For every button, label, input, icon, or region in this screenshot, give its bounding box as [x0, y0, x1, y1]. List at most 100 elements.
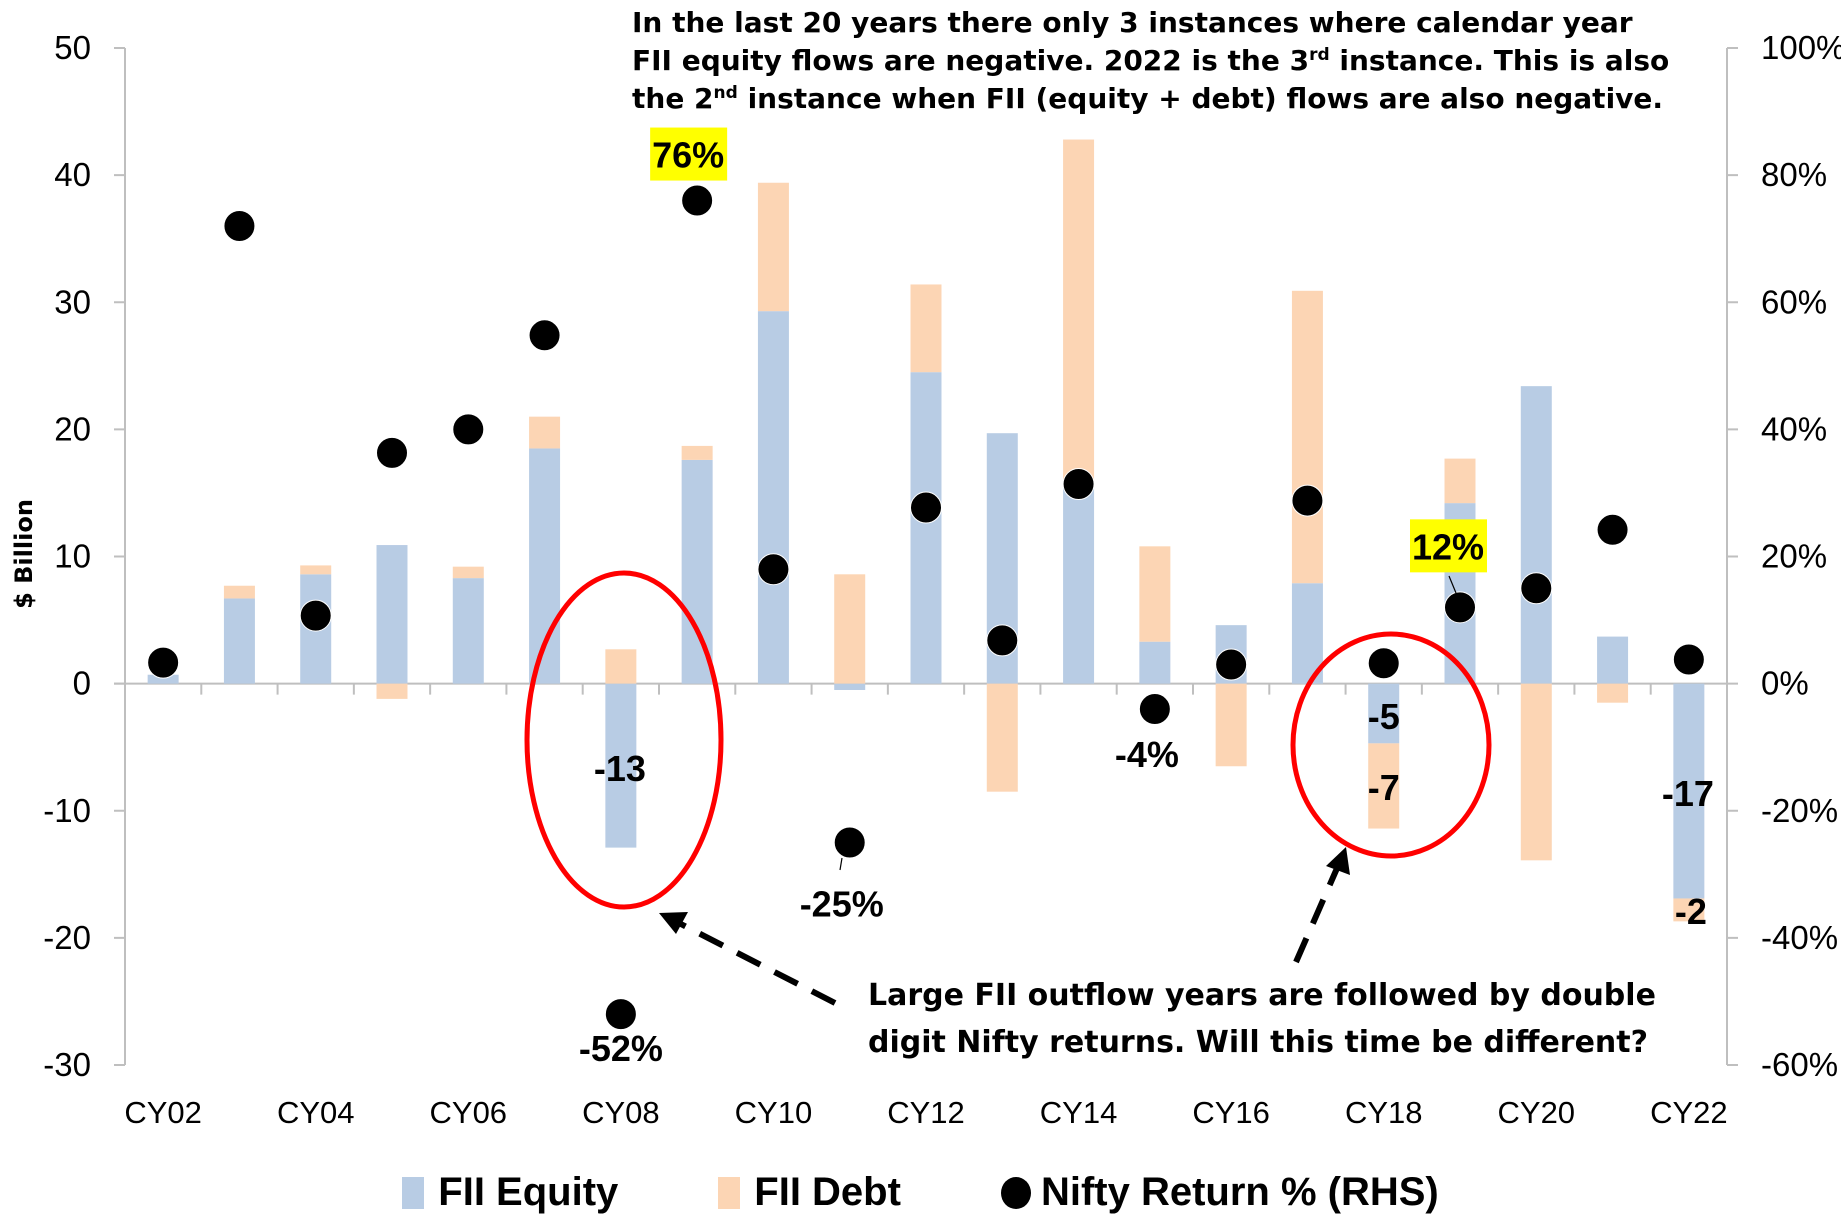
data-label: -7 [1368, 767, 1400, 808]
fii-equity-bar [1368, 683, 1400, 744]
top-note: In the last 20 years there only 3 instan… [632, 6, 1679, 115]
data-label: -2 [1675, 891, 1707, 932]
fii-equity-bar [1291, 583, 1323, 684]
fii-equity-bar [1597, 636, 1629, 684]
legend-label: FII Debt [754, 1170, 901, 1214]
y-tick-label: 0 [73, 665, 91, 702]
x-tick-label: CY04 [277, 1095, 355, 1130]
data-label: 12% [1412, 526, 1484, 567]
fii-debt-bar [681, 445, 713, 460]
fii-debt-bar [1215, 683, 1247, 767]
y2-tick-label: 80% [1761, 156, 1827, 193]
y-axis-title: $ Billion [10, 499, 38, 609]
fii-debt-bar [452, 566, 484, 579]
y-tick-label: 20 [54, 410, 91, 447]
y2-tick-label: 60% [1761, 283, 1827, 320]
data-label: -25% [800, 884, 884, 925]
nifty-return-dot [1367, 647, 1400, 680]
data-label: -52% [579, 1028, 663, 1069]
fii-debt-bar [757, 182, 789, 312]
highlight-ellipse-cy18 [1290, 631, 1492, 859]
nifty-return-dot [1062, 468, 1095, 501]
fii-equity-bar [1063, 486, 1095, 684]
y2-tick-label: -60% [1761, 1046, 1838, 1083]
x-tick-label: CY12 [887, 1095, 965, 1130]
x-tick-label: CY22 [1650, 1095, 1728, 1130]
legend-label: FII Equity [438, 1170, 619, 1214]
fii-debt-bar [376, 683, 408, 699]
fii-debt-bar [1139, 546, 1171, 642]
fii-equity-bar [223, 598, 255, 684]
fii-equity-bar [834, 683, 866, 690]
legend-item-fii-debt: FII Debt [718, 1170, 901, 1215]
axes: 50 40 30 20 10 0 -10 -20 -30 100% 80% 60% 40% 20% 0% -2… [43, 29, 1841, 1130]
x-tick-label: CY20 [1498, 1095, 1576, 1130]
nifty-return-dot [147, 646, 180, 679]
legend-item-fii-equity: FII Equity [402, 1170, 618, 1215]
x-tick-label: CY06 [430, 1095, 508, 1130]
y2-tick-label: 40% [1761, 410, 1827, 447]
fii-debt-bar [529, 416, 561, 449]
fii-equity-bar [1520, 386, 1552, 684]
y2-tick-label: -40% [1761, 919, 1838, 956]
x-tick-label: CY16 [1192, 1095, 1270, 1130]
fii-debt-bar [986, 683, 1018, 792]
nifty-return-dot [604, 998, 637, 1031]
nifty-return-dot [1444, 591, 1476, 624]
nifty-return-dot [986, 624, 1019, 657]
x-tick-label: CY10 [735, 1095, 813, 1130]
fii-debt-bar [1444, 458, 1476, 504]
highlight-box [650, 127, 728, 181]
y-tick-label: -10 [43, 792, 91, 829]
dashed-arrow-line-2 [1293, 864, 1341, 964]
y-tick-label: 30 [54, 283, 91, 320]
y-tick-label: 10 [54, 538, 91, 575]
fii-debt-bar [834, 574, 866, 684]
fii-equity-bar [1673, 683, 1705, 899]
legend: FII Equity FII Debt Nifty Return % (RHS) [0, 1170, 1841, 1215]
x-tick-label: CY14 [1040, 1095, 1118, 1130]
nifty-return-dot [1215, 648, 1248, 681]
y-tick-label: 50 [54, 29, 91, 66]
fii-equity-bar [452, 578, 484, 684]
annotations: In the last 20 years there only 3 instan… [524, 6, 1679, 1060]
nifty-return-dot [1596, 513, 1629, 546]
highlight-ellipse-cy08 [524, 570, 724, 910]
fii-debt-bar [1291, 290, 1323, 584]
nifty-return-dot [757, 553, 790, 586]
x-tick-label: CY08 [582, 1095, 660, 1130]
arrow-head-1-icon [659, 912, 688, 934]
legend-label: Nifty Return % (RHS) [1040, 1170, 1439, 1214]
fii-equity-bar [681, 459, 713, 684]
fii-debt-bar [1673, 898, 1705, 922]
nifty-return-dot [833, 826, 866, 859]
y2-tick-label: 20% [1761, 538, 1827, 575]
x-tick-label: CY18 [1345, 1095, 1423, 1130]
fii-debt-bar [910, 284, 942, 373]
fii-equity-swatch-icon [402, 1176, 425, 1209]
arrow-head-2-icon [1326, 847, 1350, 875]
data-label: -17 [1662, 773, 1714, 814]
data-labels: 76% 12% -52% -25% -4% -13 -5 -7 -17 -2 [579, 127, 1714, 1069]
bottom-note: Large FII outflow years are followed by … [868, 978, 1666, 1060]
nifty-return-dot [1291, 484, 1324, 517]
nifty-return-dot [1672, 643, 1705, 676]
fii-debt-bar [223, 585, 255, 599]
fii-debt-bar [1597, 683, 1629, 703]
data-label: -4% [1115, 734, 1179, 775]
fii-equity-bar [605, 683, 637, 848]
nifty-return-dots [147, 184, 1705, 1031]
y2-tick-label: 0% [1761, 665, 1809, 702]
nifty-return-dot [681, 184, 714, 217]
nifty-return-dot [299, 599, 332, 632]
leader-line [1448, 575, 1457, 594]
highlight-box [1410, 519, 1487, 573]
nifty-return-dot [376, 436, 408, 469]
fii-equity-bar [910, 372, 942, 684]
legend-item-nifty-return: Nifty Return % (RHS) [1000, 1170, 1439, 1215]
data-label: -5 [1368, 696, 1400, 737]
nifty-return-dot [1520, 572, 1553, 605]
nifty-dot-icon [1000, 1176, 1031, 1209]
y-tick-label: -20 [43, 919, 91, 956]
leader-line [839, 857, 843, 871]
